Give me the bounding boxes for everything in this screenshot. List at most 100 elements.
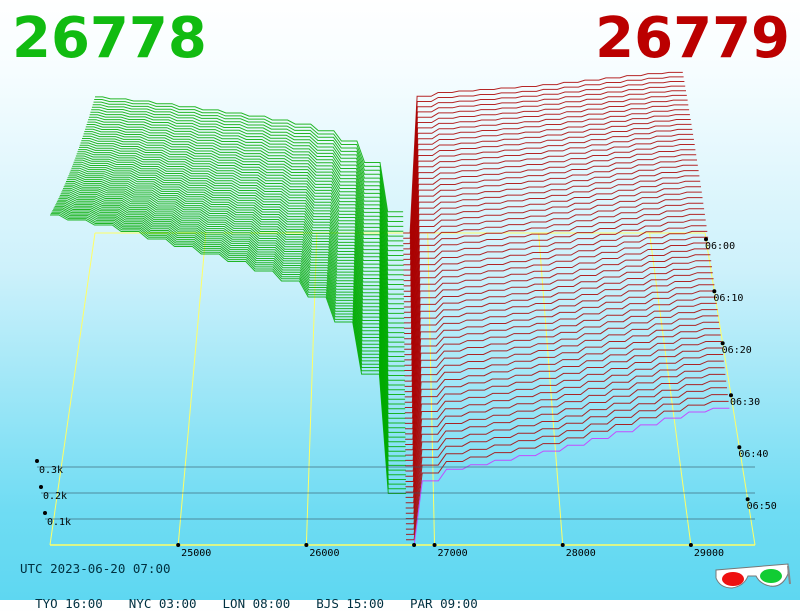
ask-snapshot-11 [403, 123, 692, 292]
bid-snapshot-36 [67, 177, 405, 386]
ask-snapshot-54 [405, 373, 726, 520]
clock-new-york: NYC 03:00 [128, 596, 197, 611]
utc-timestamp: UTC 2023-06-20 07:00 [20, 561, 171, 576]
bid-snapshot-15 [83, 133, 404, 285]
ask-snapshot-20 [404, 170, 699, 340]
bid-snapshot-44 [61, 191, 406, 424]
bid-snapshot-3 [92, 104, 404, 227]
bid-snapshot-29 [72, 163, 405, 353]
ask-snapshot-48 [405, 334, 721, 488]
bid-snapshot-58 [50, 213, 406, 490]
bid-snapshot-12 [85, 126, 404, 271]
ask-snapshot-49 [405, 341, 722, 493]
ask-snapshot-23 [404, 186, 701, 356]
timezone-clocks: TYO 16:00 NYC 03:00 LON 08:00 BJS 15:00 PAR … [20, 581, 504, 611]
ask-snapshot-57 [406, 394, 728, 535]
bid-snapshot-10 [87, 121, 404, 261]
ask-snapshot-19 [404, 164, 698, 334]
price-tick-label-0: 25000 [181, 548, 211, 559]
ask-snapshot-2 [403, 81, 685, 245]
ask-snapshot-30 [404, 225, 707, 393]
bid-snapshot-22 [78, 149, 405, 319]
bid-snapshot-50 [56, 201, 406, 452]
bid-snapshot-14 [84, 131, 404, 281]
volume-tick-label-0: 0.1k [47, 517, 71, 528]
bid-snapshot-8 [88, 116, 404, 252]
ask-snapshot-39 [405, 278, 714, 440]
bid-price: 26778 [12, 6, 207, 71]
ask-snapshot-12 [403, 128, 693, 297]
bid-snapshot-18 [81, 140, 404, 300]
ask-snapshot-6 [403, 99, 688, 266]
ask-snapshot-17 [404, 154, 697, 324]
time-tick-marker-5 [745, 497, 750, 502]
bid-snapshot-43 [62, 189, 406, 419]
bid-snapshot-59 [50, 214, 407, 494]
bid-snapshot-52 [55, 204, 406, 462]
ask-snapshot-59 [406, 407, 730, 546]
bid-snapshot-53 [54, 205, 406, 466]
bid-snapshot-45 [60, 193, 406, 429]
volume-tick-label-2: 0.3k [39, 465, 63, 476]
ask-snapshot-8 [403, 109, 690, 276]
price-tick-marker-0 [176, 543, 181, 547]
bid-snapshot-56 [52, 210, 406, 480]
clock-paris: PAR 09:00 [410, 596, 478, 611]
bid-snapshot-5 [91, 109, 404, 237]
bid-snapshot-13 [85, 128, 404, 276]
bid-snapshot-9 [88, 119, 404, 256]
bid-snapshot-6 [90, 111, 404, 242]
bid-snapshot-31 [71, 167, 405, 362]
bid-snapshot-55 [53, 208, 406, 476]
ask-snapshot-55 [405, 380, 727, 525]
bid-snapshot-1 [94, 99, 404, 218]
bid-snapshot-54 [53, 207, 406, 471]
ask-snapshot-21 [404, 175, 700, 345]
ask-snapshot-3 [403, 85, 686, 250]
ask-snapshot-42 [405, 296, 716, 456]
ask-snapshot-0 [403, 71, 683, 234]
ask-snapshot-22 [404, 180, 701, 350]
time-tick-label-3: 06:30 [730, 397, 760, 408]
ask-snapshot-1 [403, 76, 684, 239]
bid-depth-series [50, 96, 407, 494]
bid-snapshot-27 [74, 159, 405, 343]
ask-snapshot-7 [403, 104, 689, 271]
bid-snapshot-51 [56, 202, 406, 457]
ask-snapshot-24 [404, 191, 702, 361]
ask-snapshot-33 [404, 242, 709, 408]
bid-snapshot-40 [64, 184, 406, 405]
time-tick-marker-2 [720, 341, 725, 346]
price-tick-label-2: 27000 [438, 548, 468, 559]
bid-snapshot-24 [76, 153, 405, 329]
ask-snapshot-51 [405, 354, 724, 504]
ask-snapshot-36 [404, 260, 712, 424]
ask-price: 26779 [595, 6, 790, 71]
3d-glasses-icon[interactable] [712, 558, 792, 594]
bid-snapshot-41 [63, 186, 406, 410]
clock-tokyo: TYO 16:00 [35, 596, 103, 611]
ask-snapshot-40 [405, 284, 715, 445]
time-tick-label-0: 06:00 [705, 241, 735, 252]
bid-snapshot-48 [58, 198, 406, 443]
time-tick-label-4: 06:40 [738, 449, 768, 460]
ask-snapshot-47 [405, 328, 720, 482]
bid-snapshot-35 [68, 175, 405, 381]
ask-snapshot-45 [405, 315, 719, 472]
time-tick-label-5: 06:50 [747, 501, 777, 512]
ask-snapshot-27 [404, 208, 705, 377]
time-tick-marker-4 [737, 445, 742, 450]
chart-axis-labels: 0.1k 0.2k 0.3k 25000 26000 27000 28000 29000 06:… [35, 237, 777, 559]
price-tick-marker-3 [560, 543, 565, 547]
price-tick-marker-1 [304, 543, 309, 547]
ask-snapshot-32 [404, 236, 709, 403]
ask-snapshot-31 [404, 230, 708, 398]
price-tick-label-1: 26000 [309, 548, 339, 559]
time-tick-label-2: 06:20 [722, 345, 752, 356]
bid-snapshot-4 [91, 106, 404, 232]
bid-snapshot-33 [69, 171, 405, 372]
time-tick-label-1: 06:10 [713, 293, 743, 304]
bid-snapshot-46 [59, 194, 406, 433]
mid-price-marker [412, 543, 417, 547]
